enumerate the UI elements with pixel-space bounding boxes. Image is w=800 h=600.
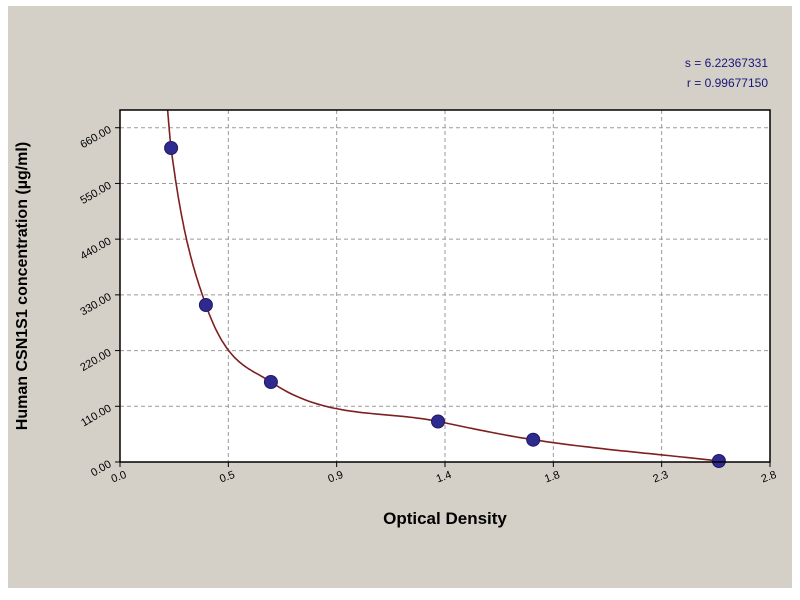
x-axis-title: Optical Density	[383, 509, 507, 528]
data-points-group	[164, 141, 726, 468]
data-point	[263, 375, 278, 389]
x-tick-label: 0.9	[326, 469, 344, 486]
data-point	[431, 414, 445, 429]
x-tick-label: 1.4	[435, 469, 453, 486]
data-point	[164, 141, 179, 155]
data-point	[711, 454, 726, 468]
x-tick-label: 2.3	[651, 469, 669, 486]
data-point	[198, 298, 213, 312]
y-axis-title: Human CSN1S1 concentration (µg/ml)	[14, 142, 31, 430]
fit-s-label: s = 6.22367331	[685, 56, 768, 70]
x-tick-label: 1.8	[543, 469, 561, 486]
fit-r-label: r = 0.99677150	[687, 76, 768, 90]
x-tick-label: 0.0	[110, 469, 128, 486]
x-tick-label: 2.8	[760, 469, 778, 486]
x-tick-label: 0.5	[218, 469, 236, 486]
data-point	[526, 432, 541, 447]
